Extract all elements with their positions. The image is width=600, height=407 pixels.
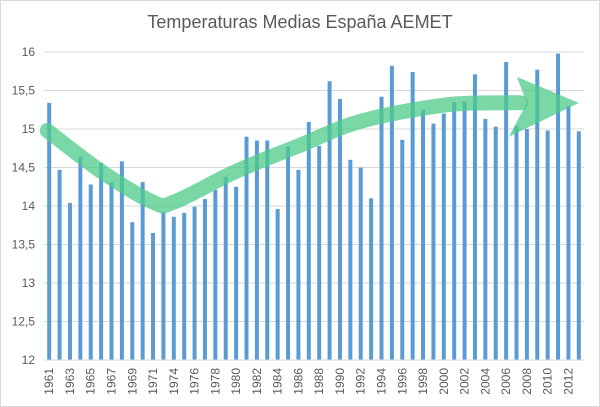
bar-1981 — [244, 136, 249, 360]
bar-2001 — [452, 102, 457, 361]
bar-1964 — [78, 156, 83, 360]
x-axis-ticks: 1961 1963 1965 1967 1969 1971 1974 1976 1978 1980… — [42, 368, 575, 395]
bar-2006 — [504, 62, 509, 360]
bar-1994 — [379, 96, 384, 360]
bar-1988 — [317, 145, 322, 360]
bar-1995 — [389, 65, 394, 361]
x-tick-label: 1986 — [291, 368, 305, 395]
x-tick-label: 2010 — [541, 368, 555, 395]
x-tick-label: 1998 — [416, 368, 430, 395]
bar-1961 — [47, 102, 52, 360]
bar-1986 — [296, 169, 301, 360]
bar-1989 — [327, 81, 332, 360]
y-tick-label: 12,5 — [12, 315, 36, 329]
x-tick-label: 1982 — [250, 368, 264, 395]
y-tick-label: 15 — [22, 122, 36, 136]
bar-2004 — [483, 118, 488, 361]
trend-arrow-shaft — [39, 95, 529, 214]
bar-1968 — [119, 161, 124, 360]
bar-1967 — [109, 182, 114, 360]
bar-1996 — [400, 139, 405, 360]
bar-1974 — [171, 216, 176, 360]
bar-1987 — [306, 122, 311, 360]
x-tick-label: 1980 — [229, 368, 243, 395]
bar-1976 — [192, 206, 197, 360]
x-tick-label: 1971 — [146, 368, 160, 395]
x-tick-label: 1992 — [354, 368, 368, 395]
bar-1969 — [130, 222, 135, 360]
bar-1979 — [223, 176, 228, 360]
bar-1963 — [67, 202, 72, 360]
bar-1991 — [348, 159, 353, 360]
bar-1970 — [140, 182, 145, 360]
bar-1972 — [161, 212, 166, 360]
bar-1975 — [182, 212, 187, 360]
bar-1984 — [275, 209, 280, 360]
x-tick-label: 1990 — [333, 368, 347, 395]
x-tick-label: 1996 — [395, 368, 409, 395]
bar-1997 — [410, 72, 415, 361]
bar-2012 — [566, 105, 571, 361]
bar-1990 — [337, 98, 342, 360]
y-tick-label: 13,5 — [12, 238, 36, 252]
bar-2011 — [556, 53, 561, 360]
y-tick-label: 12 — [22, 353, 36, 367]
x-tick-label: 1994 — [375, 368, 389, 395]
bar-2002 — [462, 101, 467, 360]
x-tick-label: 1988 — [312, 368, 326, 395]
bar-2009 — [535, 69, 540, 361]
bar-2005 — [493, 126, 498, 360]
trend-arrow-head — [508, 76, 579, 137]
x-tick-label: 2012 — [561, 368, 575, 395]
bar-1992 — [358, 167, 363, 360]
x-tick-label: 2002 — [458, 368, 472, 395]
bar-1978 — [213, 189, 218, 360]
bar-2007 — [514, 125, 519, 360]
bar-2008 — [524, 129, 529, 360]
chart-title: Temperaturas Medias España AEMET — [147, 12, 453, 32]
bar-1977 — [202, 199, 207, 360]
bar-1999 — [431, 123, 436, 360]
y-tick-label: 14 — [22, 199, 36, 213]
x-tick-label: 1978 — [208, 368, 222, 395]
y-tick-label: 15,5 — [12, 84, 36, 98]
bar-1982 — [254, 140, 259, 360]
x-tick-label: 1967 — [105, 368, 119, 395]
x-tick-label: 1963 — [63, 368, 77, 395]
y-axis-ticks: 12 12,5 13 13,5 14 14,5 15 15,5 16 — [12, 45, 36, 367]
bars — [47, 53, 581, 361]
y-tick-label: 16 — [22, 45, 36, 59]
y-tick-label: 13 — [22, 276, 36, 290]
x-tick-label: 1984 — [271, 368, 285, 395]
x-tick-label: 2000 — [437, 368, 451, 395]
bar-2010 — [545, 130, 550, 360]
bar-1993 — [369, 198, 374, 360]
bar-1965 — [88, 184, 93, 360]
bar-2003 — [472, 74, 477, 360]
y-tick-label: 14,5 — [12, 161, 36, 175]
x-tick-label: 1976 — [188, 368, 202, 395]
x-tick-label: 2006 — [499, 368, 513, 395]
trend-arrow — [39, 76, 579, 214]
bar-1980 — [234, 186, 239, 360]
x-tick-label: 1965 — [84, 368, 98, 395]
x-tick-label: 2004 — [478, 368, 492, 395]
x-tick-label: 2008 — [520, 368, 534, 395]
bar-1985 — [286, 146, 291, 360]
bar-1971 — [151, 232, 156, 360]
bar-1998 — [421, 109, 426, 360]
x-tick-label: 1969 — [125, 368, 139, 395]
bar-1966 — [99, 162, 104, 360]
bar-2000 — [441, 113, 446, 360]
bar-2013 — [576, 131, 581, 360]
bar-1962 — [57, 169, 62, 360]
x-tick-label: 1961 — [42, 368, 56, 395]
bar-1983 — [265, 140, 270, 360]
x-tick-label: 1974 — [167, 368, 181, 395]
